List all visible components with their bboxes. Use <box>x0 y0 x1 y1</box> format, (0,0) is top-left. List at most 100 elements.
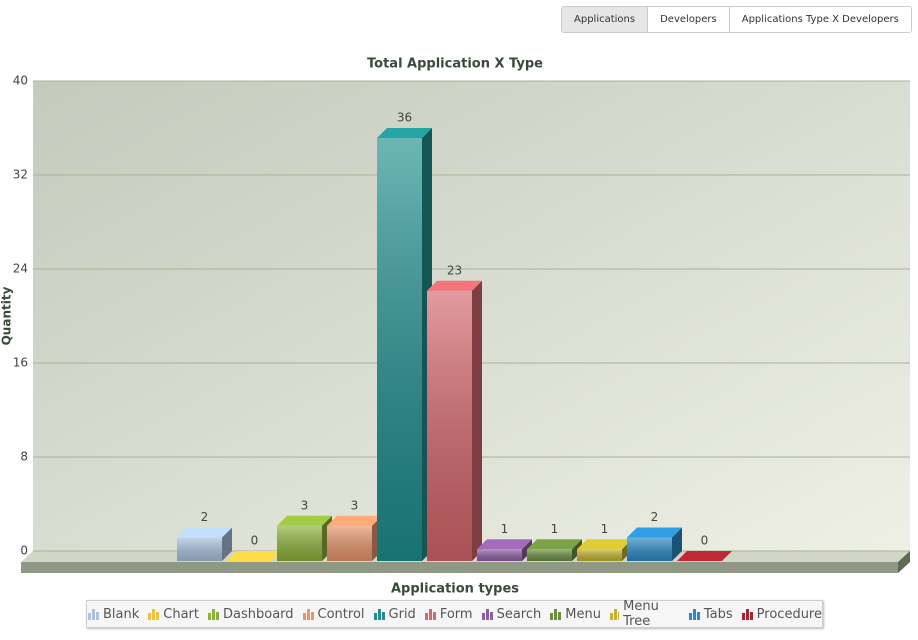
legend-icon <box>88 609 99 620</box>
legend-swatch <box>216 612 219 620</box>
bar-shine <box>327 525 372 561</box>
legend-icon <box>609 609 620 620</box>
legend-swatch <box>489 612 493 620</box>
legend-item: Menu Tree <box>609 599 680 629</box>
legend-label: Menu <box>565 606 601 622</box>
legend-swatch <box>485 609 489 620</box>
tab[interactable]: Developers <box>647 7 729 32</box>
bar-shine <box>627 537 672 561</box>
legend-item: Procedure <box>741 607 822 622</box>
legend-swatch <box>613 609 617 620</box>
legend-swatch <box>212 609 215 620</box>
legend-swatch <box>696 612 700 620</box>
bar-top <box>227 551 282 561</box>
bar-shine <box>527 549 572 561</box>
legend-icon <box>688 609 700 620</box>
legend-swatch <box>208 613 211 620</box>
floor-side <box>898 551 910 573</box>
floor-front <box>21 562 898 573</box>
legend-swatch <box>688 613 692 620</box>
legend-swatch <box>148 613 152 620</box>
legend-label: Search <box>496 606 542 622</box>
legend-item: Blank <box>87 607 139 622</box>
legend-item: Control <box>302 607 365 622</box>
bar-top <box>627 527 682 538</box>
y-tick-label: 40 <box>13 74 28 88</box>
legend-swatch <box>432 612 436 620</box>
y-tick-label: 24 <box>13 262 28 276</box>
data-label: 3 <box>301 498 309 512</box>
tab[interactable]: Applications Type X Developers <box>728 7 911 32</box>
data-label: 1 <box>551 522 559 536</box>
legend-swatch <box>428 609 432 620</box>
legend-label: Blank <box>103 606 140 622</box>
legend-item: Tabs <box>688 607 733 622</box>
bar-top <box>377 128 432 138</box>
bar-top <box>527 539 582 550</box>
legend-item: Search <box>481 606 542 622</box>
bar-side <box>472 280 482 561</box>
legend-label: Menu Tree <box>623 599 659 629</box>
legend-icon <box>481 609 493 620</box>
chart: Total Application X Type Quantity Applic… <box>0 57 910 597</box>
y-tick-label: 8 <box>20 450 28 464</box>
data-label: 1 <box>601 522 609 536</box>
legend-item: Form <box>424 607 473 622</box>
legend-swatch <box>424 613 428 620</box>
data-label: 0 <box>701 534 709 548</box>
legend-item: Dashboard <box>207 607 294 622</box>
bar-top <box>477 539 532 550</box>
data-label: 1 <box>501 522 509 536</box>
bar-shine <box>427 290 472 561</box>
legend-swatch <box>96 612 99 620</box>
bar-shine <box>277 525 322 561</box>
legend-swatch <box>554 609 558 620</box>
legend-swatch <box>617 612 620 620</box>
bar-top <box>177 527 232 538</box>
legend-label: Procedure <box>756 606 822 622</box>
legend-swatch <box>381 612 385 620</box>
legend-swatch <box>749 612 753 620</box>
bar-side <box>672 527 682 561</box>
legend-swatch <box>550 613 554 620</box>
legend-swatch <box>306 609 310 620</box>
legend-swatch <box>609 613 613 620</box>
legend-label: Tabs <box>703 606 733 622</box>
y-tick-label: 16 <box>13 356 28 370</box>
legend-label: Control <box>317 606 365 622</box>
bar-shine <box>177 537 222 561</box>
bar-shine <box>477 549 522 561</box>
tab-bar: Applications Developers Applications Type … <box>561 6 912 33</box>
legend-swatch <box>152 609 156 620</box>
tab[interactable]: Applications <box>562 7 648 32</box>
legend-item: Menu <box>549 607 601 622</box>
legend-icon <box>302 609 314 620</box>
legend-label: Form <box>439 606 473 622</box>
legend-swatch <box>373 613 377 620</box>
legend-swatch <box>156 612 160 620</box>
bar-top <box>277 515 332 526</box>
data-label: 3 <box>351 498 359 512</box>
legend-icon <box>550 609 562 620</box>
bar-top <box>327 515 382 526</box>
legend-swatch <box>302 613 306 620</box>
legend-item: Grid <box>373 607 416 622</box>
bar-side <box>222 527 232 561</box>
legend-label: Dashboard <box>223 606 294 622</box>
x-axis-title: Application types <box>391 582 519 597</box>
legend-swatch <box>310 612 314 620</box>
legend-icon <box>741 609 753 620</box>
bar-top <box>427 280 482 291</box>
data-label: 23 <box>447 263 462 277</box>
bar-shine <box>377 138 422 561</box>
legend-label: Grid <box>388 606 416 622</box>
legend-swatch <box>481 613 485 620</box>
legend-swatch <box>745 609 749 620</box>
legend-swatch <box>558 612 562 620</box>
bar-top <box>677 551 732 561</box>
chart-title: Total Application X Type <box>367 57 543 72</box>
y-tick-label: 32 <box>13 168 28 182</box>
legend-item: Chart <box>147 607 199 622</box>
legend-icon <box>373 609 385 620</box>
